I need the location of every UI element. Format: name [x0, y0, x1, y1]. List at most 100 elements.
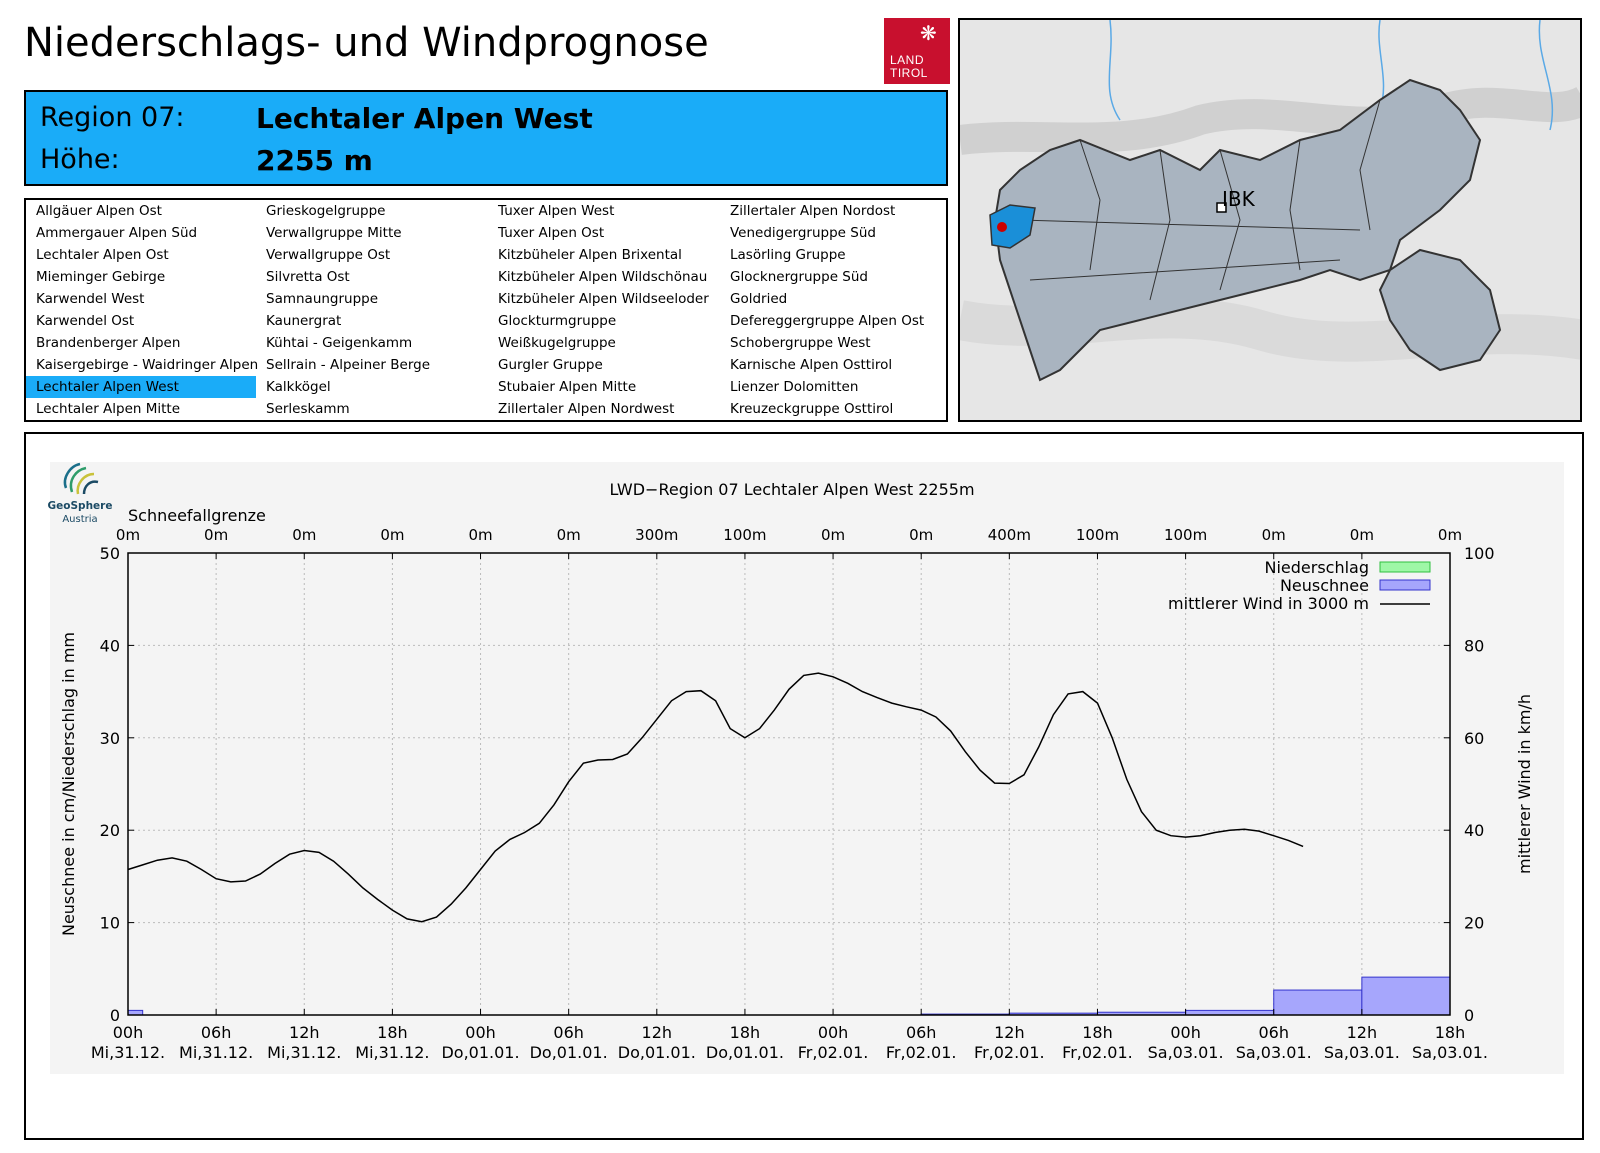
eagle-icon: ❋: [920, 21, 937, 45]
region-value: Lechtaler Alpen West: [256, 102, 593, 135]
region-list-item[interactable]: Verwallgruppe Ost: [266, 247, 391, 263]
x-tick-label-day: Sa,03.01.: [1412, 1043, 1488, 1062]
page-title: Niederschlags- und Windprognose: [24, 20, 709, 66]
region-list-item[interactable]: Goldried: [730, 291, 788, 307]
x-tick-label-day: Do,01.01.: [618, 1043, 696, 1062]
snowline-value: 100m: [723, 526, 766, 544]
region-list-column-4: Zillertaler Alpen Nordost Venedigergrupp…: [720, 200, 950, 420]
x-tick-label-day: Mi,31.12.: [355, 1043, 429, 1062]
x-tick-label-hour: 00h: [1170, 1023, 1201, 1042]
region-list-item[interactable]: Lienzer Dolomitten: [730, 379, 859, 395]
snowline-value: 0m: [292, 526, 316, 544]
region-list-item[interactable]: Kalkkögel: [266, 379, 331, 395]
x-tick-label-hour: 06h: [201, 1023, 232, 1042]
region-list-item[interactable]: Glockturmgruppe: [498, 313, 617, 329]
snowline-value: 0m: [557, 526, 581, 544]
region-list-item[interactable]: Karnische Alpen Osttirol: [730, 357, 893, 373]
region-list-item-active[interactable]: Lechtaler Alpen West: [26, 376, 256, 398]
x-tick-label-hour: 18h: [730, 1023, 761, 1042]
region-map[interactable]: IBK: [958, 18, 1582, 422]
selected-region-shape: [989, 204, 1036, 249]
snowline-value: 0m: [380, 526, 404, 544]
region-list-item[interactable]: Silvretta Ost: [266, 269, 350, 285]
region-list-item[interactable]: Kitzbüheler Alpen Brixental: [498, 247, 682, 263]
legend-label-wind: mittlerer Wind in 3000 m: [1168, 594, 1369, 613]
region-list-item[interactable]: Kaisergebirge - Waidringer Alpen: [36, 357, 259, 373]
region-list-item[interactable]: Venedigergruppe Süd: [730, 225, 876, 241]
region-list-item[interactable]: Kühtai - Geigenkamm: [266, 335, 413, 351]
legend-swatch-neuschnee: [1379, 579, 1431, 591]
region-list-item[interactable]: Glocknergruppe Süd: [730, 269, 868, 285]
y-left-tick-label: 30: [100, 729, 120, 748]
region-list-item[interactable]: Karwendel West: [36, 291, 145, 307]
region-list-item[interactable]: Brandenberger Alpen: [36, 335, 181, 351]
region-list: Allgäuer Alpen Ost Ammergauer Alpen Süd …: [24, 198, 948, 422]
region-list-item[interactable]: Verwallgruppe Mitte: [266, 225, 402, 241]
region-list-column-2: Grieskogelgruppe Verwallgruppe Mitte Ver…: [256, 200, 486, 420]
region-list-item[interactable]: Zillertaler Alpen Nordwest: [498, 401, 675, 417]
region-list-item[interactable]: Tuxer Alpen West: [498, 203, 615, 219]
region-list-item[interactable]: Allgäuer Alpen Ost: [36, 203, 162, 219]
geosphere-sub: Austria: [62, 514, 98, 525]
region-list-item[interactable]: Lechtaler Alpen Ost: [36, 247, 169, 263]
region-list-item[interactable]: Sellrain - Alpeiner Berge: [266, 357, 431, 373]
y-right-axis-label: mittlerer Wind in km/h: [1515, 694, 1534, 874]
x-tick-label-day: Fr,02.01.: [798, 1043, 869, 1062]
region-list-item[interactable]: Grieskogelgruppe: [266, 203, 386, 219]
x-tick-label-day: Mi,31.12.: [179, 1043, 253, 1062]
region-list-item[interactable]: Samnaungruppe: [266, 291, 379, 307]
x-tick-label-day: Sa,03.01.: [1236, 1043, 1312, 1062]
innsbruck-marker: [1216, 202, 1227, 213]
axes-layer: 00hMi,31.12.06hMi,31.12.12hMi,31.12.18hM…: [91, 526, 1495, 1062]
region-list-item[interactable]: Defereggergruppe Alpen Ost: [730, 313, 925, 329]
region-list-item[interactable]: Lasörling Gruppe: [730, 247, 846, 263]
x-tick-label-day: Mi,31.12.: [267, 1043, 341, 1062]
x-tick-label-hour: 12h: [642, 1023, 673, 1042]
region-list-item[interactable]: Kreuzeckgruppe Osttirol: [730, 401, 894, 417]
region-list-item[interactable]: Kaunergrat: [266, 313, 342, 329]
snowline-value: 0m: [1350, 526, 1374, 544]
region-list-item[interactable]: Weißkugelgruppe: [498, 335, 616, 351]
y-right-tick-label: 60: [1464, 729, 1484, 748]
region-list-item[interactable]: Kitzbüheler Alpen Wildschönau: [498, 269, 708, 285]
region-list-item[interactable]: Ammergauer Alpen Süd: [36, 225, 198, 241]
region-list-item[interactable]: Stubaier Alpen Mitte: [498, 379, 637, 395]
region-list-item[interactable]: Tuxer Alpen Ost: [498, 225, 605, 241]
snowline-value: 100m: [1164, 526, 1207, 544]
snowline-value: 0m: [1262, 526, 1286, 544]
region-list-item[interactable]: Gurgler Gruppe: [498, 357, 603, 373]
x-tick-label-hour: 00h: [818, 1023, 849, 1042]
region-list-item[interactable]: Lechtaler Alpen Mitte: [36, 401, 181, 417]
logo-line1: LAND: [890, 53, 925, 67]
height-value: 2255 m: [256, 144, 373, 177]
region-list-item[interactable]: Karwendel Ost: [36, 313, 135, 329]
x-tick-label-day: Do,01.01.: [530, 1043, 608, 1062]
land-tirol-logo: ❋ LAND TIROL: [884, 18, 950, 84]
chart-title: LWD−Region 07 Lechtaler Alpen West 2255m: [609, 480, 974, 499]
x-tick-label-hour: 12h: [1347, 1023, 1378, 1042]
chart-frame: [24, 432, 1584, 1140]
x-tick-label-hour: 18h: [1082, 1023, 1113, 1042]
region-list-item[interactable]: Kitzbüheler Alpen Wildseeloder: [498, 291, 709, 307]
x-tick-label-hour: 18h: [1435, 1023, 1466, 1042]
snowline-value: 0m: [909, 526, 933, 544]
region-list-item[interactable]: Schobergruppe West: [730, 335, 871, 351]
region-label: Region 07:: [40, 102, 185, 133]
region-list-item[interactable]: Mieminger Gebirge: [36, 269, 166, 285]
geosphere-icon: [63, 462, 99, 495]
logo-line2: TIROL: [890, 66, 928, 80]
legend: Niederschlag Neuschnee mittlerer Wind in…: [1168, 558, 1431, 613]
geosphere-logo: GeoSphere Austria: [44, 458, 116, 528]
y-right-tick-label: 100: [1464, 544, 1495, 563]
region-list-item[interactable]: Serleskamm: [266, 401, 350, 417]
river-line: [1108, 20, 1121, 121]
y-right-tick-label: 0: [1464, 1006, 1474, 1025]
x-tick-label-day: Do,01.01.: [706, 1043, 784, 1062]
x-tick-label-hour: 00h: [113, 1023, 144, 1042]
y-left-tick-label: 10: [100, 914, 120, 933]
osttirol-outline: [1378, 248, 1502, 372]
plot-area-border: [127, 552, 1451, 1016]
region-list-item[interactable]: Zillertaler Alpen Nordost: [730, 203, 896, 219]
snowline-label: Schneefallgrenze: [128, 506, 266, 525]
